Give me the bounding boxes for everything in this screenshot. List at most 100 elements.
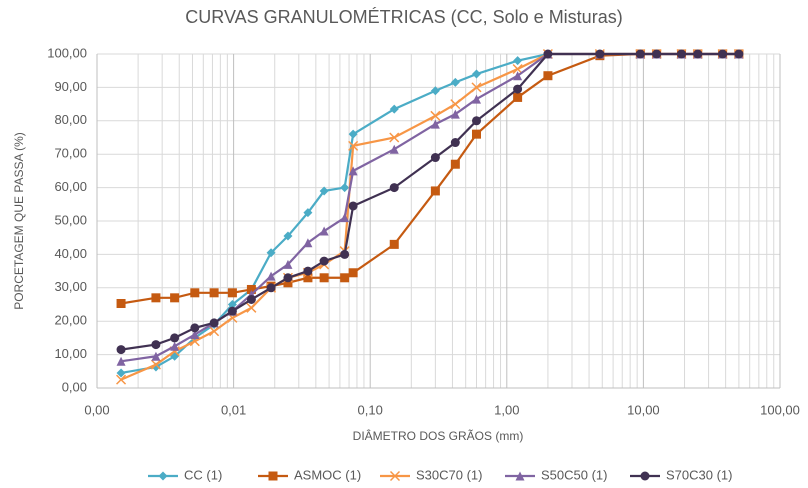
marker — [340, 249, 350, 259]
marker — [227, 288, 237, 298]
marker — [471, 116, 481, 126]
marker — [430, 153, 440, 163]
series-line — [120, 52, 739, 351]
marker — [640, 471, 650, 481]
marker — [389, 239, 399, 249]
y-tick-label: 70,00 — [54, 146, 87, 161]
marker — [471, 69, 481, 79]
y-tick-label: 30,00 — [54, 279, 87, 294]
marker — [693, 49, 703, 59]
x-tick-label: 0,01 — [221, 402, 246, 417]
marker — [652, 49, 662, 59]
marker — [348, 140, 359, 151]
marker — [450, 159, 460, 169]
marker — [227, 300, 237, 309]
marker — [348, 201, 358, 211]
marker — [170, 293, 180, 303]
marker — [303, 266, 313, 276]
marker — [389, 144, 399, 154]
marker — [430, 119, 440, 129]
marker — [116, 356, 126, 366]
marker — [348, 129, 358, 139]
legend-label: S50C50 (1) — [541, 467, 607, 482]
marker — [450, 77, 460, 87]
marker — [116, 374, 127, 385]
marker — [319, 273, 329, 283]
marker — [471, 94, 481, 104]
marker — [513, 84, 523, 94]
marker — [389, 132, 400, 143]
legend-label: S70C30 (1) — [666, 467, 732, 482]
marker — [430, 110, 441, 121]
legend-item: CC (1) — [148, 467, 222, 482]
y-tick-label: 50,00 — [54, 212, 87, 227]
marker — [266, 283, 276, 293]
legend-label: CC (1) — [184, 467, 222, 482]
marker — [303, 238, 313, 248]
marker — [471, 82, 482, 93]
y-tick-label: 0,00 — [62, 379, 87, 394]
marker — [116, 345, 126, 355]
marker — [151, 293, 161, 303]
marker — [170, 341, 180, 351]
marker — [389, 183, 399, 193]
y-tick-label: 100,00 — [47, 45, 87, 60]
chart-title: CURVAS GRANULOMÉTRICAS (CC, Solo e Mistu… — [185, 7, 622, 27]
marker — [340, 273, 350, 283]
marker — [190, 330, 200, 340]
marker — [430, 186, 440, 196]
series-line — [120, 52, 739, 305]
marker — [283, 231, 293, 241]
marker — [283, 259, 293, 269]
marker — [266, 248, 276, 258]
marker — [190, 288, 200, 298]
marker — [209, 288, 219, 298]
x-tick-label: 0,10 — [358, 402, 383, 417]
legend-label: S30C70 (1) — [416, 467, 482, 482]
marker — [303, 273, 313, 283]
y-tick-label: 10,00 — [54, 346, 87, 361]
y-tick-label: 60,00 — [54, 179, 87, 194]
x-axis-title: DIÂMETRO DOS GRÃOS (mm) — [353, 428, 524, 443]
marker — [450, 138, 460, 148]
marker — [513, 56, 523, 66]
marker — [227, 306, 237, 316]
y-axis-title: PORCETAGEM QUE PASSA (%) — [12, 132, 26, 310]
marker — [266, 271, 276, 281]
marker — [246, 294, 256, 304]
y-tick-label: 80,00 — [54, 112, 87, 127]
marker — [471, 129, 481, 139]
marker — [268, 471, 278, 481]
series-line — [120, 52, 739, 363]
marker — [676, 49, 686, 59]
y-tick-label: 40,00 — [54, 246, 87, 261]
marker — [515, 471, 525, 481]
marker — [303, 208, 313, 218]
marker — [348, 166, 358, 176]
marker — [718, 49, 728, 59]
x-tick-label: 100,00 — [760, 402, 800, 417]
marker — [543, 71, 553, 81]
marker — [450, 99, 461, 110]
marker — [151, 340, 161, 350]
marker — [319, 256, 329, 266]
marker — [513, 92, 523, 102]
marker — [595, 49, 605, 59]
marker — [190, 323, 200, 333]
marker — [635, 49, 645, 59]
marker — [158, 471, 168, 481]
x-tick-label: 1,00 — [494, 402, 519, 417]
marker — [319, 226, 329, 236]
marker — [150, 359, 161, 370]
marker — [116, 368, 126, 378]
marker — [151, 351, 161, 361]
marker — [513, 71, 523, 81]
marker — [430, 86, 440, 96]
marker — [340, 213, 350, 223]
legend-label: ASMOC (1) — [294, 467, 361, 482]
marker — [340, 183, 350, 193]
marker — [389, 104, 399, 114]
y-tick-label: 20,00 — [54, 313, 87, 328]
x-tick-label: 0,00 — [84, 402, 109, 417]
